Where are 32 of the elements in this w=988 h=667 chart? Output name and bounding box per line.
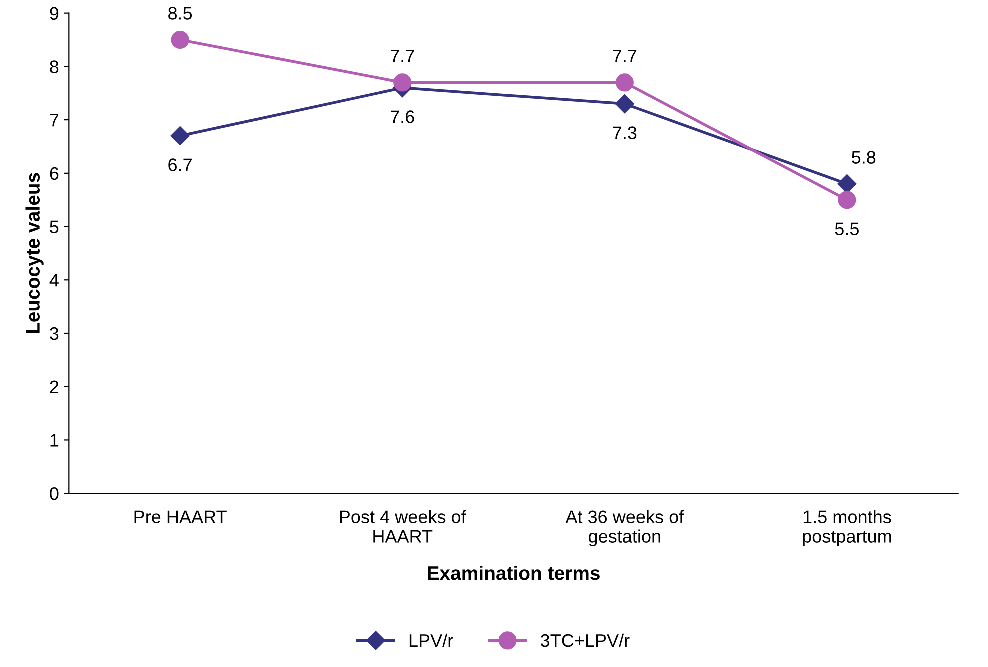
y-tick-label: 0 <box>50 488 59 500</box>
data-label: 7.7 <box>390 50 414 62</box>
y-tick-label: 5 <box>50 220 59 234</box>
data-label: 6.7 <box>168 158 192 172</box>
y-tick-label: 3 <box>50 327 59 340</box>
point <box>171 30 190 50</box>
x-axis-title: Examination terms <box>428 566 600 580</box>
data-label: 8.5 <box>168 7 192 20</box>
legend-label: 3TC+LPV/r <box>540 634 630 648</box>
x-tick-label: Pre HAART <box>134 510 227 524</box>
data-label: 7.3 <box>613 126 637 140</box>
y-tick-label: 1 <box>50 434 59 447</box>
x-tick-label: Post 4 weeks of HAART <box>340 510 466 543</box>
y-axis-title: Leucocyte valeus <box>26 173 44 334</box>
point <box>615 94 634 114</box>
x-tick-label: 1.5 months postpartum <box>803 510 892 547</box>
legend-label: LPV/r <box>410 634 454 648</box>
point <box>838 191 856 210</box>
y-tick-label: 8 <box>50 60 59 74</box>
y-tick-label: 7 <box>50 114 59 127</box>
point <box>170 126 190 146</box>
x-tick-label: At 36 weeks of gestation <box>566 510 684 547</box>
y-tick-label: 9 <box>50 7 59 20</box>
data-label: 5.5 <box>835 222 860 236</box>
y-tick-label: 4 <box>50 274 59 287</box>
data-label: 7.7 <box>613 50 637 62</box>
point <box>394 74 412 92</box>
data-label: 5.8 <box>852 151 876 164</box>
y-tick-label: 2 <box>50 380 59 394</box>
data-label: 7.6 <box>390 110 414 124</box>
y-tick-label: 6 <box>50 167 59 180</box>
point <box>616 74 634 92</box>
